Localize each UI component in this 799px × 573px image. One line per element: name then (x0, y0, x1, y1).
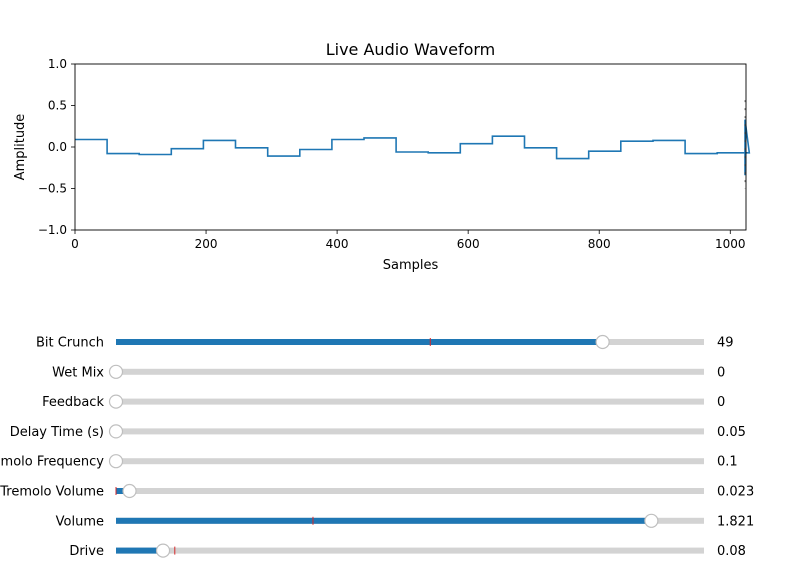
slider-label: Bit Crunch (36, 336, 104, 351)
slider-panel: Bit Crunch 49 Wet Mix 0 Feedback 0 Delay Time … (0, 334, 755, 559)
y-tick-label: −1.0 (38, 223, 67, 237)
x-tick-label: 200 (195, 237, 218, 251)
slider-label: Tremolo Volume (0, 485, 104, 500)
slider-value: 0.08 (717, 544, 746, 559)
slider-value: 0 (717, 365, 725, 380)
x-tick-label: 0 (71, 237, 79, 251)
slider-fill (116, 517, 652, 524)
slider-handle[interactable] (108, 394, 124, 409)
slider-value: 1.821 (717, 514, 754, 529)
x-tick-label: 600 (457, 237, 480, 251)
y-tick-label: 0.5 (48, 99, 67, 113)
slider-label: Tremolo Frequency (0, 455, 104, 470)
slider-handle[interactable] (108, 424, 124, 439)
plot-area (74, 63, 751, 231)
slider-value: 0.1 (717, 455, 738, 470)
chart-title: Live Audio Waveform (326, 40, 496, 59)
slider-handle[interactable] (108, 364, 124, 379)
slider-handle[interactable] (595, 334, 610, 350)
slider-label: Drive (69, 544, 104, 559)
slider-value: 0.05 (717, 425, 746, 440)
slider-handle[interactable] (155, 543, 171, 558)
y-tick-label: 1.0 (48, 57, 67, 71)
slider-feedback[interactable]: Feedback 0 (42, 394, 725, 410)
slider-label: Feedback (42, 395, 104, 410)
slider-label: Volume (56, 514, 104, 529)
x-axis: 0 200 400 600 800 1000 (71, 230, 746, 251)
slider-wet-mix[interactable]: Wet Mix 0 (52, 364, 725, 380)
slider-handle[interactable] (122, 483, 137, 499)
slider-bit-crunch[interactable]: Bit Crunch 49 (36, 334, 734, 351)
y-tick-label: 0.0 (48, 140, 67, 154)
slider-fill (116, 339, 603, 345)
slider-delay-time-s[interactable]: Delay Time (s) 0.05 (10, 424, 746, 440)
slider-handle[interactable] (108, 454, 124, 469)
slider-tremolo-volume[interactable]: Tremolo Volume 0.023 (0, 483, 754, 500)
slider-track[interactable] (116, 398, 704, 405)
slider-handle[interactable] (644, 513, 659, 528)
x-tick-label: 800 (588, 237, 611, 251)
x-tick-label: 400 (326, 237, 349, 251)
slider-value: 0.023 (717, 485, 754, 500)
y-tick-label: −0.5 (38, 182, 67, 196)
x-axis-label: Samples (383, 258, 439, 273)
waveform-chart: Live Audio Waveform 0 200 400 600 800 1000 1.… (13, 40, 751, 273)
slider-track[interactable] (116, 428, 704, 435)
slider-value: 49 (717, 336, 734, 351)
slider-fill (116, 547, 164, 554)
slider-label: Wet Mix (52, 365, 104, 380)
slider-track[interactable] (116, 368, 704, 375)
y-axis: 1.0 0.5 0.0 −0.5 −1.0 (38, 57, 75, 237)
slider-track[interactable] (116, 458, 704, 465)
slider-label: Delay Time (s) (10, 425, 104, 440)
slider-volume[interactable]: Volume 1.821 (56, 513, 755, 529)
slider-track[interactable] (116, 547, 704, 554)
x-tick-label: 1000 (715, 237, 746, 251)
slider-value: 0 (717, 395, 725, 410)
slider-tremolo-frequency[interactable]: Tremolo Frequency 0.1 (0, 454, 738, 470)
slider-track[interactable] (116, 488, 704, 494)
plot-frame (74, 63, 747, 231)
y-axis-label: Amplitude (13, 114, 28, 181)
slider-drive[interactable]: Drive 0.08 (69, 543, 746, 559)
waveform-series-line (75, 119, 751, 176)
